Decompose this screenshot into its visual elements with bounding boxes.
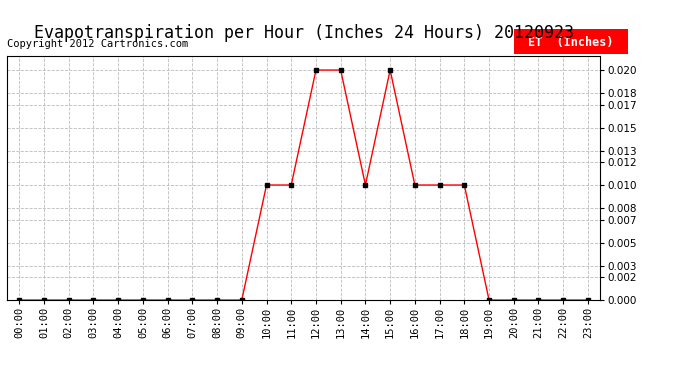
Text: Copyright 2012 Cartronics.com: Copyright 2012 Cartronics.com <box>7 39 188 50</box>
Text: ET  (Inches): ET (Inches) <box>529 36 613 49</box>
Text: Evapotranspiration per Hour (Inches 24 Hours) 20120923: Evapotranspiration per Hour (Inches 24 H… <box>34 24 573 42</box>
